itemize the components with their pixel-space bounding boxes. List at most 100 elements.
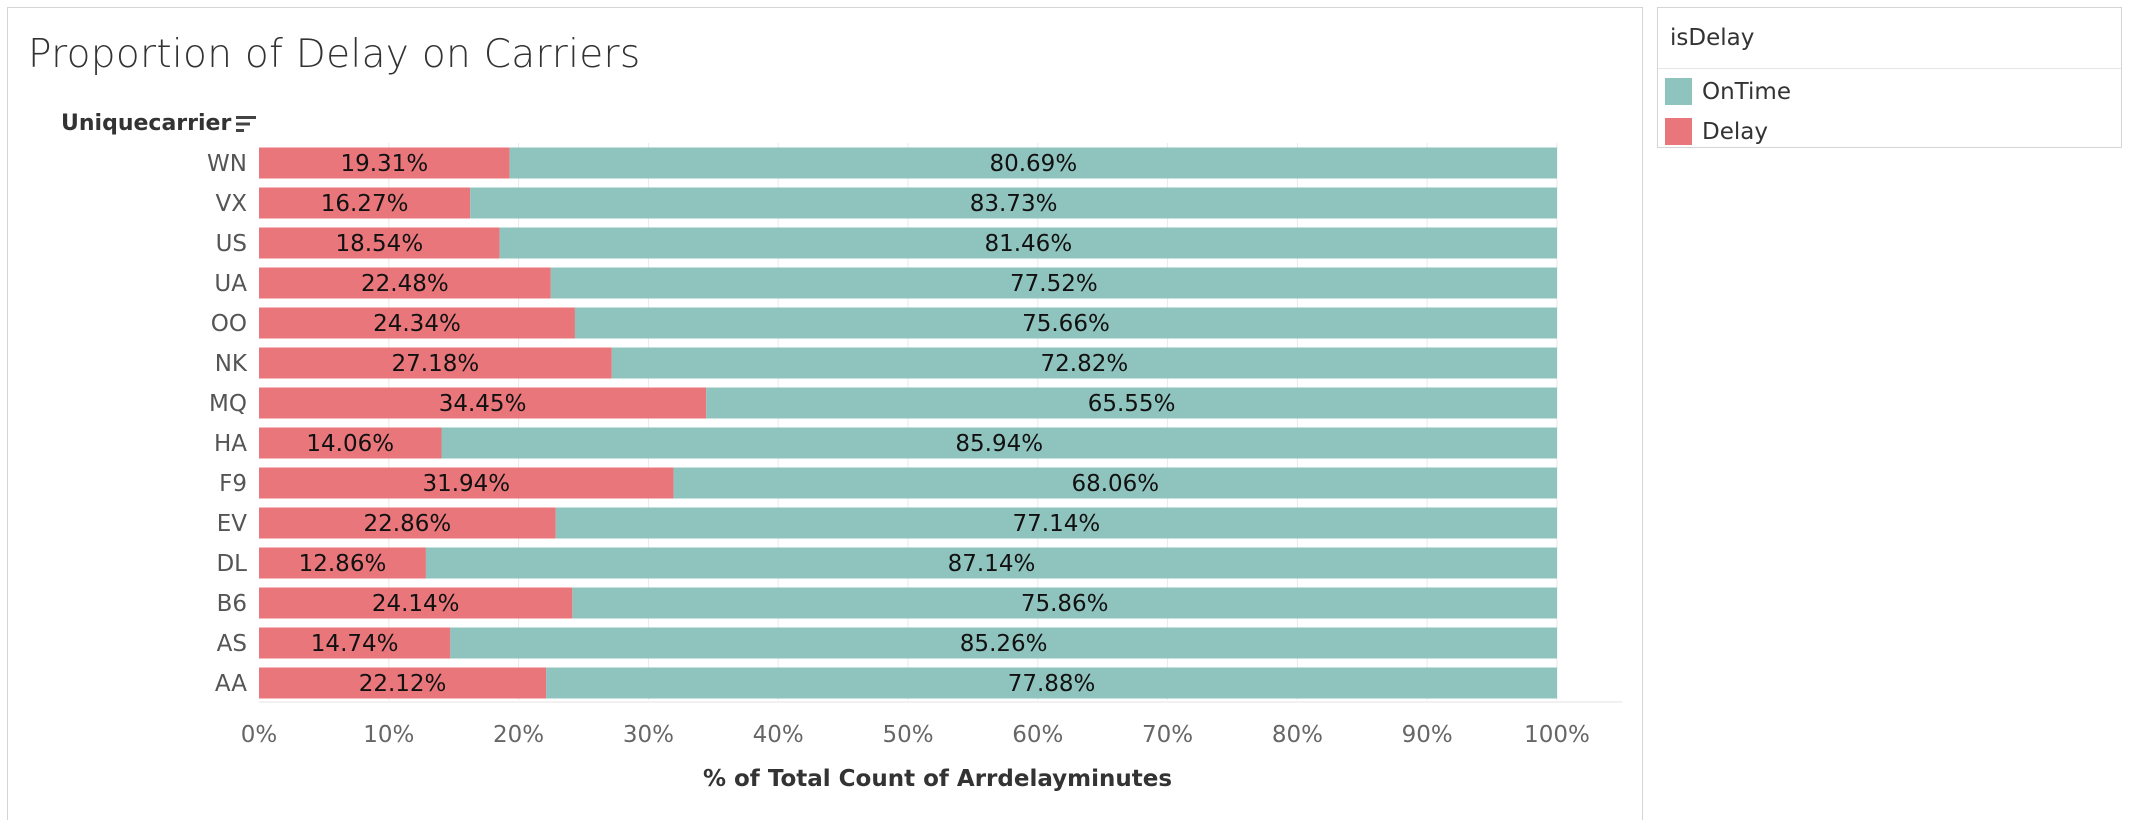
x-tick-label: 60% bbox=[1012, 722, 1063, 748]
chart-plot: 19.31% 80.69% 16.27% 83.73% 18.54% 81.46% 22.4… bbox=[207, 143, 1622, 748]
bar-label-ontime: 85.94% bbox=[955, 431, 1043, 457]
bar-ontime[interactable] bbox=[425, 547, 1557, 579]
bar-delay[interactable] bbox=[259, 147, 510, 179]
bar-label-delay: 14.06% bbox=[306, 431, 394, 457]
bar-delay[interactable] bbox=[259, 427, 442, 459]
category-label: HA bbox=[214, 431, 247, 457]
bar-ontime[interactable] bbox=[706, 387, 1557, 419]
bar-ontime[interactable] bbox=[550, 267, 1557, 299]
sort-descending-icon[interactable] bbox=[235, 114, 257, 134]
x-tick-label: 80% bbox=[1272, 722, 1323, 748]
legend-swatch-ontime bbox=[1665, 78, 1692, 105]
y-axis-title: Uniquecarrier bbox=[61, 111, 232, 136]
bar-label-ontime: 83.73% bbox=[970, 191, 1058, 217]
legend-divider bbox=[1658, 68, 2121, 69]
x-tick-label: 10% bbox=[363, 722, 414, 748]
bar-delay[interactable] bbox=[259, 547, 426, 579]
bar-delay[interactable] bbox=[259, 267, 551, 299]
bar-ontime[interactable] bbox=[509, 147, 1557, 179]
category-label: AS bbox=[217, 631, 247, 657]
bar-label-ontime: 77.14% bbox=[1013, 511, 1101, 537]
category-label: MQ bbox=[209, 391, 247, 417]
category-label: NK bbox=[215, 351, 248, 377]
bar-delay[interactable] bbox=[259, 387, 707, 419]
category-label: F9 bbox=[219, 471, 247, 497]
bar-label-delay: 27.18% bbox=[392, 351, 480, 377]
bar-ontime[interactable] bbox=[499, 227, 1558, 259]
bar-ontime[interactable] bbox=[450, 627, 1557, 659]
category-label: EV bbox=[217, 511, 248, 537]
category-label: VX bbox=[216, 191, 248, 217]
bar-label-ontime: 85.26% bbox=[960, 631, 1048, 657]
bar-labels: 19.31% 80.69% 16.27% 83.73% 18.54% 81.46% 22.4… bbox=[299, 151, 1176, 697]
x-axis-ticks: 0% 10% 20% 30% 40% 50% 60% 70% 80% 90% 100% bbox=[241, 722, 1590, 748]
bar-delay[interactable] bbox=[259, 307, 575, 339]
x-tick-label: 100% bbox=[1524, 722, 1590, 748]
bar-ontime[interactable] bbox=[555, 507, 1557, 539]
category-label: DL bbox=[216, 551, 247, 577]
bar-label-ontime: 80.69% bbox=[989, 151, 1077, 177]
bar-ontime[interactable] bbox=[572, 587, 1557, 619]
bar-label-delay: 22.12% bbox=[359, 671, 447, 697]
category-label: UA bbox=[214, 271, 247, 297]
bar-delay[interactable] bbox=[259, 587, 573, 619]
bars bbox=[259, 147, 1558, 699]
chart-title: Proportion of Delay on Carriers bbox=[28, 32, 641, 77]
bar-ontime[interactable] bbox=[574, 307, 1557, 339]
bar-label-ontime: 75.66% bbox=[1022, 311, 1110, 337]
bar-label-ontime: 81.46% bbox=[984, 231, 1072, 257]
category-label: OO bbox=[211, 311, 247, 337]
bar-label-ontime: 77.52% bbox=[1010, 271, 1098, 297]
bar-ontime[interactable] bbox=[441, 427, 1558, 459]
bar-label-ontime: 72.82% bbox=[1041, 351, 1129, 377]
bar-label-delay: 18.54% bbox=[335, 231, 423, 257]
bar-ontime[interactable] bbox=[611, 347, 1557, 379]
x-tick-label: 50% bbox=[882, 722, 933, 748]
bar-ontime[interactable] bbox=[470, 187, 1558, 219]
bar-label-delay: 31.94% bbox=[422, 471, 510, 497]
category-label: US bbox=[216, 231, 247, 257]
category-label: AA bbox=[215, 671, 247, 697]
bar-label-ontime: 75.86% bbox=[1021, 591, 1109, 617]
bar-label-delay: 14.74% bbox=[311, 631, 399, 657]
category-labels: WN VX US UA OO NK MQ HA F9 EV DL B6 AS AA bbox=[207, 151, 248, 697]
bar-label-delay: 22.86% bbox=[364, 511, 452, 537]
bar-label-delay: 16.27% bbox=[321, 191, 409, 217]
x-tick-label: 20% bbox=[493, 722, 544, 748]
bar-label-ontime: 68.06% bbox=[1071, 471, 1159, 497]
x-axis-title: % of Total Count of Arrdelayminutes bbox=[702, 766, 1173, 792]
bar-delay[interactable] bbox=[259, 667, 547, 699]
bar-label-delay: 34.45% bbox=[439, 391, 527, 417]
bar-delay[interactable] bbox=[259, 467, 674, 499]
bar-delay[interactable] bbox=[259, 347, 612, 379]
bar-label-delay: 22.48% bbox=[361, 271, 449, 297]
x-tick-label: 30% bbox=[623, 722, 674, 748]
legend: isDelay OnTime Delay bbox=[1657, 7, 2122, 148]
x-tick-label: 70% bbox=[1142, 722, 1193, 748]
legend-swatch-delay bbox=[1665, 118, 1692, 145]
bar-delay[interactable] bbox=[259, 227, 500, 259]
legend-title: isDelay bbox=[1670, 25, 1755, 51]
y-axis-header: Uniquecarrier bbox=[61, 111, 257, 136]
bar-ontime[interactable] bbox=[546, 667, 1557, 699]
x-tick-label: 0% bbox=[241, 722, 278, 748]
bar-label-delay: 24.34% bbox=[373, 311, 461, 337]
bar-delay[interactable] bbox=[259, 627, 451, 659]
bar-label-ontime: 87.14% bbox=[948, 551, 1036, 577]
x-tick-label: 90% bbox=[1402, 722, 1453, 748]
legend-item-ontime[interactable]: OnTime bbox=[1665, 78, 1791, 105]
category-label: B6 bbox=[217, 591, 247, 617]
legend-label-delay: Delay bbox=[1702, 118, 1768, 145]
category-label: WN bbox=[207, 151, 247, 177]
bar-label-delay: 19.31% bbox=[340, 151, 428, 177]
bar-label-delay: 12.86% bbox=[299, 551, 387, 577]
bar-label-delay: 24.14% bbox=[372, 591, 460, 617]
bar-label-ontime: 65.55% bbox=[1088, 391, 1176, 417]
x-tick-label: 40% bbox=[753, 722, 804, 748]
bar-label-ontime: 77.88% bbox=[1008, 671, 1096, 697]
bar-ontime[interactable] bbox=[673, 467, 1557, 499]
legend-item-delay[interactable]: Delay bbox=[1665, 118, 1768, 145]
bar-delay[interactable] bbox=[259, 507, 556, 539]
legend-label-ontime: OnTime bbox=[1702, 78, 1791, 105]
bar-delay[interactable] bbox=[259, 187, 471, 219]
